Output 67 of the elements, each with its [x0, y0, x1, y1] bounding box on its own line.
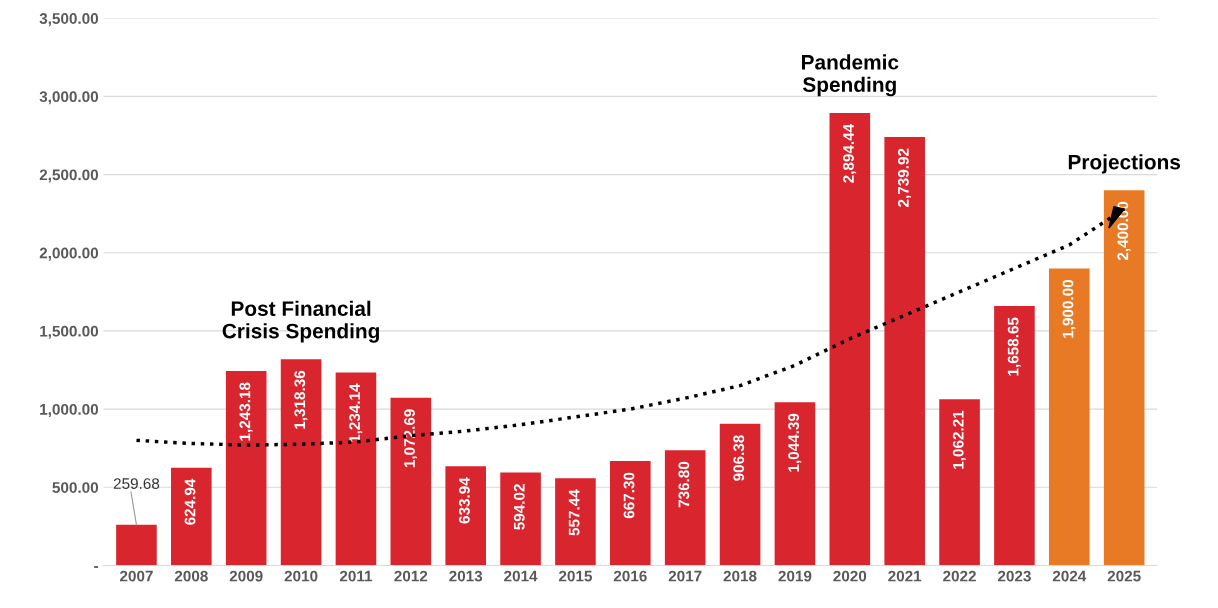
data-label: 1,072.69 — [404, 409, 418, 468]
data-label: 633.94 — [458, 477, 470, 524]
bar — [829, 112, 871, 566]
data-label: 1,900.00 — [1062, 279, 1076, 338]
annotation: Pandemic Spending — [801, 54, 899, 97]
bar — [171, 467, 212, 566]
x-tick-label: 2018 — [723, 570, 757, 582]
bar — [280, 359, 322, 566]
data-label: 1,044.39 — [788, 413, 802, 472]
bar — [939, 399, 980, 566]
x-tick-label: 2025 — [1107, 570, 1141, 582]
x-tick-label: 2024 — [1052, 570, 1087, 582]
data-label: 1,318.36 — [294, 370, 308, 429]
x-tick-label: 2013 — [449, 570, 483, 582]
x-tick-label: 2009 — [229, 570, 263, 582]
bar — [390, 397, 432, 566]
y-tick-label: 1,000.00 — [40, 403, 99, 417]
bar — [610, 461, 651, 566]
data-label: 259.68 — [113, 478, 160, 489]
bar — [555, 478, 596, 566]
bar — [664, 450, 706, 566]
x-tick-label: 2008 — [174, 570, 208, 582]
data-label: 1,243.18 — [239, 382, 253, 441]
data-label: 906.38 — [733, 435, 745, 481]
data-label: 2,894.44 — [843, 123, 857, 183]
x-tick-label: 2022 — [943, 570, 976, 582]
bar — [884, 137, 925, 566]
data-label: 1,062.21 — [952, 410, 966, 469]
y-tick-label: 2,000.00 — [39, 247, 99, 261]
annotation: Post Financial Crisis Spending — [222, 300, 379, 343]
data-label: 736.80 — [678, 461, 690, 508]
bar — [994, 306, 1035, 566]
y-tick-label: 1,500.00 — [40, 325, 99, 339]
x-tick-label: 2023 — [997, 570, 1031, 582]
data-label: 624.94 — [184, 478, 196, 525]
y-tick-label: 3,500.00 — [39, 13, 99, 27]
x-tick-label: 2019 — [778, 570, 812, 582]
x-tick-label: 2020 — [833, 570, 867, 582]
y-tick-label: 2,500.00 — [39, 169, 99, 183]
bar — [116, 524, 157, 566]
x-tick-label: 2015 — [558, 570, 593, 582]
bar — [445, 466, 486, 566]
data-label: 594.02 — [513, 484, 525, 530]
x-tick-label: 2012 — [394, 570, 428, 582]
x-tick-label: 2017 — [668, 570, 702, 582]
data-label: 667.30 — [623, 472, 635, 519]
data-label: 1,658.65 — [1007, 317, 1021, 376]
bar — [774, 402, 816, 566]
bar — [500, 472, 541, 566]
data-label: 557.44 — [568, 489, 580, 536]
data-label: 2,739.92 — [897, 148, 911, 207]
bar — [225, 371, 267, 566]
y-tick-label: - — [94, 566, 99, 568]
bar — [335, 372, 377, 566]
x-tick-label: 2016 — [613, 570, 647, 582]
x-tick-label: 2011 — [339, 570, 373, 582]
x-tick-label: 2010 — [284, 570, 318, 582]
x-tick-label: 2014 — [504, 570, 538, 582]
x-tick-label: 2021 — [888, 570, 922, 582]
y-tick-label: 500.00 — [52, 482, 99, 493]
bar — [1103, 190, 1145, 566]
bar — [1049, 268, 1090, 566]
annotation: Projections — [1068, 154, 1181, 174]
data-label: 1,234.14 — [349, 383, 363, 442]
x-tick-label: 2007 — [119, 570, 153, 582]
y-tick-label: 3,000.00 — [39, 91, 99, 105]
bar — [719, 423, 761, 566]
